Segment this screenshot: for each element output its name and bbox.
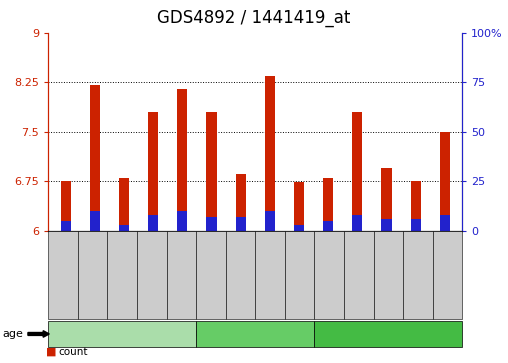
Bar [382,168,392,231]
Bar [206,217,216,231]
Text: ■: ■ [46,347,56,357]
Bar [323,178,333,231]
Bar [60,181,71,231]
Text: GSM1230352: GSM1230352 [92,247,102,303]
Bar [119,225,129,231]
Bar [148,215,158,231]
Text: GSM1230364: GSM1230364 [448,247,457,303]
Bar [352,215,362,231]
Text: GSM1230351: GSM1230351 [63,247,72,303]
Text: GSM1230354: GSM1230354 [152,247,161,303]
Text: middle aged (12 months): middle aged (12 months) [180,327,330,340]
Text: GSM1230357: GSM1230357 [240,247,249,303]
Text: GDS4892 / 1441419_at: GDS4892 / 1441419_at [157,9,351,27]
Bar [236,175,246,231]
Text: aged (24 months): aged (24 months) [335,327,441,340]
Text: young (2 months): young (2 months) [70,327,175,340]
Text: GSM1230356: GSM1230356 [211,247,220,303]
Bar [177,89,187,231]
Text: GSM1230358: GSM1230358 [270,247,279,303]
Bar [265,211,275,231]
Bar [410,219,421,231]
Text: count: count [58,347,88,357]
Text: GSM1230361: GSM1230361 [359,247,368,303]
Bar [236,217,246,231]
Bar [352,112,362,231]
Bar [410,181,421,231]
Bar [265,76,275,231]
Text: GSM1230363: GSM1230363 [418,247,427,303]
Bar [177,211,187,231]
Bar [90,85,100,231]
Bar [60,221,71,231]
Bar [382,219,392,231]
Bar [294,225,304,231]
Bar [294,182,304,231]
Text: GSM1230360: GSM1230360 [329,247,338,303]
Bar [206,112,216,231]
Bar [440,132,450,231]
Text: GSM1230355: GSM1230355 [181,247,190,303]
Text: age: age [3,329,23,339]
Bar [148,112,158,231]
Bar [440,215,450,231]
Text: GSM1230353: GSM1230353 [122,247,131,303]
Bar [323,221,333,231]
Text: GSM1230362: GSM1230362 [388,247,397,303]
Bar [119,178,129,231]
Text: GSM1230359: GSM1230359 [300,247,309,303]
Bar [90,211,100,231]
